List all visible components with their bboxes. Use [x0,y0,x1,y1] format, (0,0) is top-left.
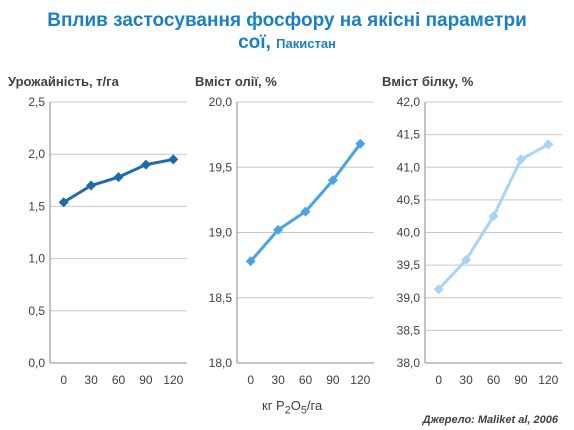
y-tick-label: 1,5 [28,199,45,213]
data-point [168,154,179,165]
title-line-2: сої, Пакистан [238,32,336,53]
x-tick-label: 60 [299,373,313,387]
y-tick-label: 20,0 [209,95,233,109]
data-point [300,206,311,217]
data-point [433,284,444,295]
y-tick-label: 19,0 [209,226,233,240]
x-tick-label: 0 [435,373,442,387]
x-unit-oxygen: O [290,398,301,413]
x-tick-label: 30 [84,373,98,387]
x-tick-label: 60 [487,373,501,387]
chart-1-ylabel: Урожайність, т/га [8,74,119,89]
data-point [140,159,151,170]
x-unit-prefix: кг P [262,398,285,413]
y-tick-label: 2,0 [28,147,45,161]
data-point [543,139,554,150]
x-tick-label: 60 [112,373,126,387]
chart-2-ylabel: Вміст олії, % [195,74,277,89]
y-tick-label: 40,5 [397,193,421,207]
x-tick-label: 90 [139,373,153,387]
y-tick-label: 2,5 [28,95,45,109]
data-point [327,175,338,186]
series-line [249,142,362,263]
y-tick-label: 38,0 [397,356,421,370]
x-tick-label: 30 [271,373,285,387]
title-country: Пакистан [276,36,336,51]
data-point [355,138,366,149]
y-tick-label: 18,5 [209,291,233,305]
y-tick-label: 42,0 [397,95,421,109]
x-unit-sub-2: 2 [284,404,291,417]
x-tick-label: 0 [60,373,67,387]
x-tick-label: 90 [514,373,528,387]
chart-3-ylabel: Вміст білку, % [382,74,474,89]
y-tick-label: 39,0 [397,291,421,305]
y-tick-label: 0,0 [28,356,45,370]
y-tick-label: 1,0 [28,252,45,266]
data-point [86,180,97,191]
y-tick-label: 40,0 [397,226,421,240]
title-crop: сої, [238,32,271,53]
x-axis-unit-label: кг P2O5/га [262,398,322,417]
y-tick-label: 38,5 [397,323,421,337]
data-point [461,254,472,265]
title-line-1: Вплив застосування фосфору на якісні пар… [47,10,527,31]
data-point [245,256,256,267]
y-tick-label: 18,0 [209,356,233,370]
x-tick-label: 30 [459,373,473,387]
x-unit-suffix: /га [306,398,323,413]
data-point [515,154,526,165]
y-tick-label: 41,5 [397,128,421,142]
chart-title: Вплив застосування фосфору на якісні пар… [0,10,574,55]
y-tick-label: 0,5 [28,304,45,318]
data-point [58,197,69,208]
x-tick-label: 120 [350,373,370,387]
data-point [488,211,499,222]
data-point [113,172,124,183]
x-tick-label: 120 [163,373,183,387]
x-unit-sub-5: 5 [300,404,307,417]
y-tick-label: 39,5 [397,258,421,272]
x-tick-label: 0 [247,373,254,387]
y-tick-label: 19,5 [209,160,233,174]
x-tick-label: 120 [538,373,558,387]
source-note: Джерело: Maliket al, 2006 [422,414,558,426]
x-tick-label: 90 [326,373,340,387]
y-tick-label: 41,0 [397,160,421,174]
data-point [273,224,284,235]
